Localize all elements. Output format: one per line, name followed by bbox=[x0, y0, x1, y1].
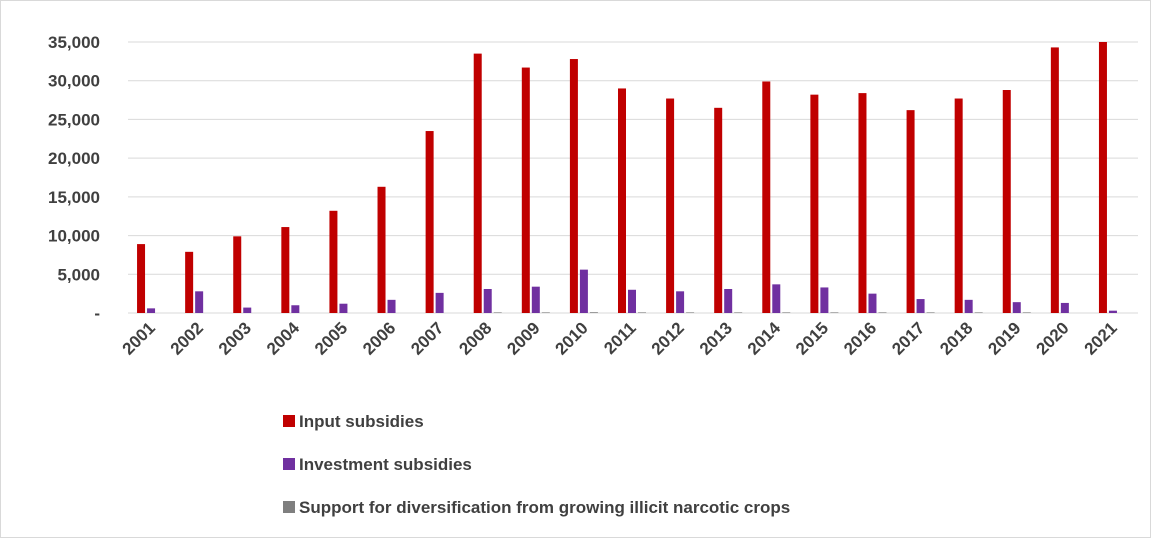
y-tick-label: 35,000 bbox=[48, 33, 100, 52]
bar bbox=[1060, 302, 1069, 313]
bar bbox=[579, 269, 588, 313]
bar bbox=[820, 287, 829, 313]
bar bbox=[724, 288, 733, 313]
bar bbox=[435, 292, 444, 313]
bar bbox=[974, 312, 983, 313]
bar bbox=[589, 312, 598, 313]
bar bbox=[425, 131, 434, 313]
bar bbox=[195, 291, 204, 313]
bar bbox=[531, 286, 540, 313]
y-tick-label: - bbox=[94, 304, 100, 323]
bar bbox=[926, 312, 935, 313]
bar bbox=[147, 308, 156, 313]
bar bbox=[676, 291, 685, 313]
bar bbox=[666, 98, 675, 313]
bar bbox=[483, 288, 492, 313]
y-tick-label: 5,000 bbox=[57, 265, 100, 284]
bar bbox=[233, 236, 242, 313]
bar bbox=[291, 305, 300, 313]
bar bbox=[734, 312, 743, 313]
bar bbox=[1002, 90, 1011, 314]
bar bbox=[868, 293, 877, 313]
legend-label: Support for diversification from growing… bbox=[299, 498, 790, 517]
legend-swatch bbox=[283, 458, 295, 470]
bar bbox=[339, 303, 348, 313]
bar bbox=[329, 210, 338, 313]
bar bbox=[541, 312, 550, 313]
bar bbox=[1098, 42, 1107, 313]
bar bbox=[906, 110, 915, 313]
bar bbox=[782, 312, 791, 313]
bar bbox=[628, 289, 636, 313]
bar bbox=[916, 299, 925, 313]
bar bbox=[569, 59, 578, 313]
bar bbox=[387, 299, 396, 313]
bar bbox=[1108, 310, 1117, 313]
bar bbox=[1022, 312, 1031, 313]
bar bbox=[638, 312, 646, 313]
bar bbox=[493, 312, 502, 313]
bar bbox=[185, 251, 194, 313]
bar bbox=[686, 312, 695, 313]
bar bbox=[810, 94, 819, 313]
legend-swatch bbox=[283, 415, 295, 427]
bar bbox=[714, 107, 723, 313]
y-tick-label: 20,000 bbox=[48, 149, 100, 168]
legend-label: Input subsidies bbox=[299, 412, 424, 431]
bar bbox=[377, 186, 386, 313]
y-tick-label: 30,000 bbox=[48, 72, 100, 91]
legend-swatch bbox=[283, 501, 295, 513]
y-tick-label: 25,000 bbox=[48, 110, 100, 129]
bar bbox=[954, 98, 963, 313]
y-tick-label: 10,000 bbox=[48, 227, 100, 246]
bar bbox=[762, 81, 771, 313]
bar bbox=[878, 312, 887, 313]
bar bbox=[964, 299, 973, 313]
bar bbox=[858, 93, 867, 313]
bar bbox=[772, 284, 781, 313]
bar bbox=[281, 227, 290, 313]
bar bbox=[1050, 47, 1059, 314]
bar bbox=[243, 307, 252, 313]
bar bbox=[1012, 302, 1021, 313]
bar bbox=[618, 88, 626, 313]
legend-label: Investment subsidies bbox=[299, 455, 472, 474]
bar bbox=[830, 312, 839, 313]
y-tick-label: 15,000 bbox=[48, 188, 100, 207]
bar bbox=[137, 244, 146, 313]
bar bbox=[521, 67, 530, 314]
bar bbox=[473, 53, 482, 313]
